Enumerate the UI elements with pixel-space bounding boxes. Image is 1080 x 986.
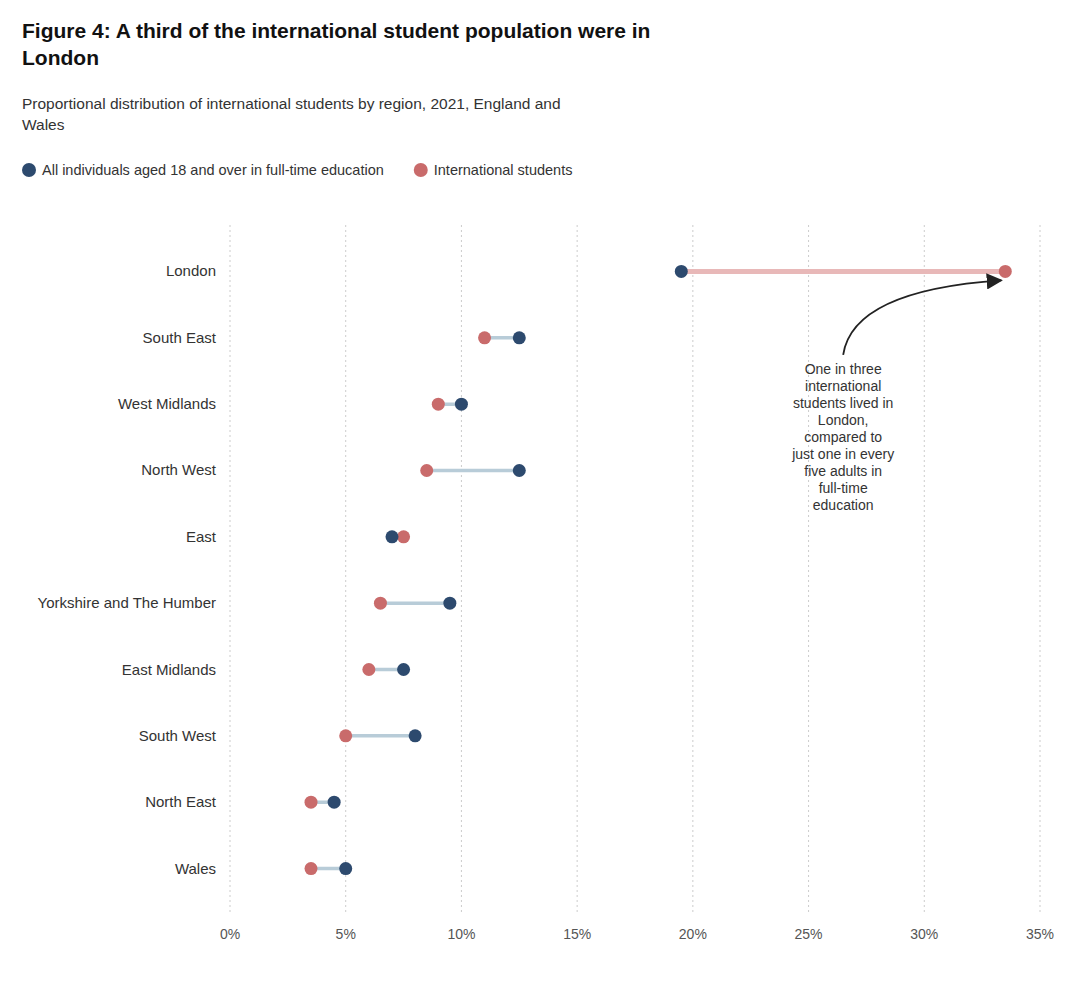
y-tick-label: North East	[145, 793, 217, 810]
grid-line	[1040, 225, 1041, 915]
dot	[409, 729, 422, 742]
grid-line	[577, 225, 578, 915]
x-tick-label: 20%	[679, 926, 707, 942]
y-tick-label: Wales	[175, 860, 216, 877]
subtitle: Proportional distribution of internation…	[22, 95, 561, 133]
dot	[675, 265, 688, 278]
legend-marker	[22, 163, 36, 177]
dot	[443, 597, 456, 610]
connector	[427, 469, 520, 473]
dot	[386, 530, 399, 543]
legend-marker	[414, 163, 428, 177]
y-tick-label: North West	[141, 461, 217, 478]
dot	[397, 663, 410, 676]
x-tick-label: 25%	[795, 926, 823, 942]
legend: All individuals aged 18 and over in full…	[22, 162, 572, 178]
y-tick-label: South East	[143, 329, 217, 346]
legend-label: International students	[434, 162, 573, 178]
dot	[339, 862, 352, 875]
dot	[455, 398, 468, 411]
dot	[513, 331, 526, 344]
dot	[420, 464, 433, 477]
dot	[397, 530, 410, 543]
grid-line	[230, 225, 231, 915]
dot	[478, 331, 491, 344]
dot	[362, 663, 375, 676]
dot	[339, 729, 352, 742]
y-tick-label: West Midlands	[118, 395, 216, 412]
annotation-arrow	[843, 280, 1001, 354]
title: Figure 4: A third of the international s…	[22, 19, 650, 69]
x-tick-label: 5%	[336, 926, 356, 942]
dot	[305, 796, 318, 809]
dot	[432, 398, 445, 411]
connector	[681, 269, 1005, 274]
x-tick-label: 10%	[447, 926, 475, 942]
grid-line	[924, 225, 925, 915]
x-tick-label: 0%	[220, 926, 240, 942]
grid-line	[461, 225, 462, 915]
dot	[999, 265, 1012, 278]
marks	[305, 265, 1012, 875]
grid	[230, 225, 1040, 915]
legend-label: All individuals aged 18 and over in full…	[42, 162, 384, 178]
y-tick-label: London	[166, 262, 216, 279]
dot	[305, 862, 318, 875]
connector	[380, 601, 449, 605]
connector	[346, 734, 415, 738]
annotation: One in threeinternationalstudents lived …	[791, 280, 1001, 512]
y-tick-label: East	[186, 528, 217, 545]
annotation-text: One in threeinternationalstudents lived …	[791, 361, 894, 513]
grid-line	[808, 225, 809, 915]
dot	[328, 796, 341, 809]
x-tick-label: 15%	[563, 926, 591, 942]
grid-line	[692, 225, 693, 915]
dot	[374, 597, 387, 610]
x-tick-label: 35%	[1026, 926, 1054, 942]
chart: Figure 4: A third of the international s…	[0, 0, 1080, 986]
x-tick-label: 30%	[910, 926, 938, 942]
y-tick-label: South West	[139, 727, 217, 744]
y-tick-label: Yorkshire and The Humber	[38, 594, 216, 611]
y-tick-label: East Midlands	[122, 661, 216, 678]
grid-line	[345, 225, 346, 915]
dot	[513, 464, 526, 477]
